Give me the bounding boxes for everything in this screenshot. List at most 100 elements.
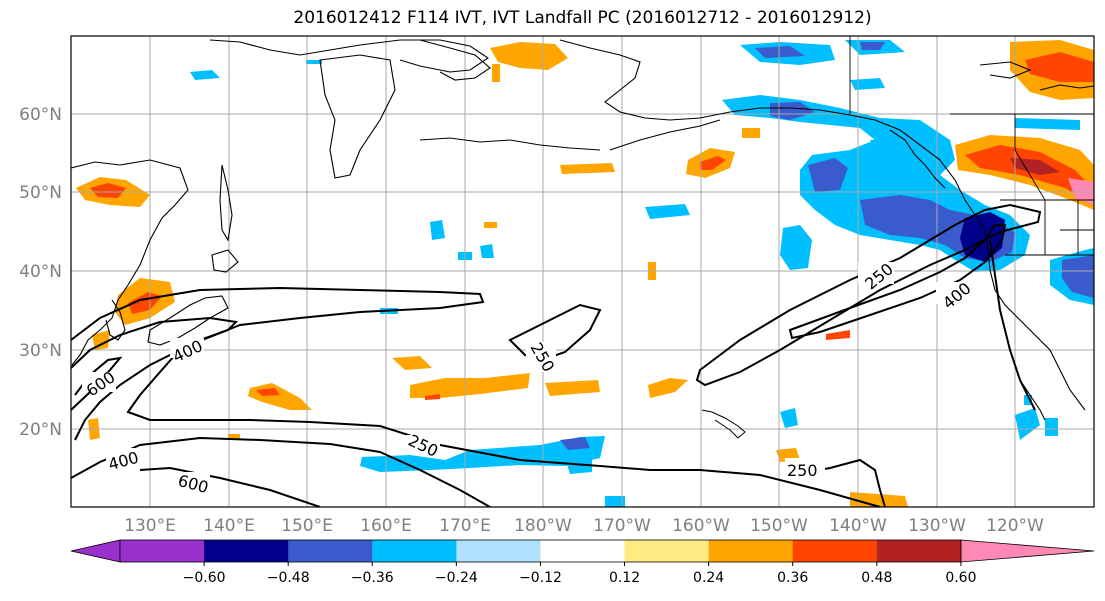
colorbar-extension-high [960,539,1095,563]
colorbar-bin [288,540,373,562]
negative-patch-baja-2 [1045,418,1058,436]
negative-patch-bering-small-2 [306,60,322,64]
islands [419,137,746,439]
longitude-label: 120°W [986,516,1044,536]
colorbar-tick-label: −0.24 [435,570,478,586]
positive-patch-central-3-core [425,394,440,400]
positive-patch-central-3 [410,373,530,398]
coast-alaska-peninsula [609,119,721,151]
longitude-label: 150°E [281,516,333,536]
positive-patch-yellow-sea [92,330,110,350]
coast-baja [1019,379,1046,421]
coast-asia-mainland [71,159,189,366]
colorbar-bin [624,540,710,562]
colorbar-bin [540,540,626,562]
positive-patch-small-1 [484,222,497,228]
positive-patch-central-6 [648,378,688,398]
contour-250-west [71,286,485,441]
coast-bc-islands [889,129,946,189]
longitude-label: 170°W [593,516,651,536]
longitude-label: 140°W [829,516,887,536]
colorbar-bin [456,540,541,562]
negative-patch-baja-3 [1024,395,1032,405]
positive-patch-alaska-west [490,42,568,70]
latitude-label: 60°N [19,105,62,125]
positive-patch-central-2 [392,356,432,370]
longitude-label: 160°W [672,516,730,536]
negative-patch-gulf-alaska-core [808,158,848,192]
negative-patch-pacific-1-core [560,437,590,450]
latitude-axis-labels: 20°N 30°N 40°N 50°N 60°N [19,105,62,440]
negative-patch-canada-north [1015,118,1080,130]
border-bc-alberta [1014,114,1046,201]
negative-patch-alaska-east [850,78,885,90]
negative-patch-baja [1015,408,1040,440]
colorbar-tick-label: 0.60 [945,570,976,586]
colorbar-tick-label: −0.48 [267,570,310,586]
colorbar-bin [120,540,205,562]
coast-hudson [979,61,1032,79]
colorbar-extension-low [70,539,121,563]
positive-patch-alaska-west-2 [492,64,500,82]
colorbar-tick-label: 0.12 [609,570,640,586]
negative-patch-hawaii [780,408,798,428]
contour-400-west [71,316,881,507]
coast-alaska-south [789,107,976,216]
island-hawaii [701,409,746,439]
longitude-axis-labels: 130°E 140°E 150°E 160°E 170°E 180°W 170°… [124,516,1044,536]
colorbar-tick-label: −0.12 [519,570,562,586]
colorbar-tick-label: 0.24 [693,570,724,586]
colorbar-tick-label: −0.60 [183,570,226,586]
coast-kamchatka [319,54,396,179]
positive-patch-small-5 [826,330,850,340]
colorbar-tick-label: −0.36 [351,570,394,586]
colorbar-tick-label: 0.48 [861,570,892,586]
colorbar: −0.60 −0.48 −0.36 −0.24 −0.12 0.12 0.24 0.36 0.4… [70,539,1095,586]
political-boundaries [849,36,1094,256]
negative-patch-pacific-3 [605,496,625,507]
longitude-label: 170°E [439,516,491,536]
negative-patch-gulf-alaska-3 [770,102,815,120]
colorbar-bin [708,540,794,562]
negative-patch-alaska-ne-core [860,42,885,50]
longitude-label: 160°E [360,516,412,536]
latitude-label: 40°N [19,262,62,282]
longitude-label: 130°E [124,516,176,536]
negative-patch-bering-small [190,70,220,80]
longitude-label: 130°W [908,516,966,536]
coast-canada-north [1039,84,1094,91]
positive-patch-central-1-core [256,388,280,396]
positive-patch-manchuria-core [90,183,126,198]
negative-patch-pacific-8 [480,244,494,258]
contour-250-baja [989,239,1036,411]
shaded-negative-anomalies [190,40,1094,507]
border-us-states [1005,200,1094,256]
colorbar-bin [876,540,962,562]
coast-chukotka [419,39,491,81]
contour-400-east [788,224,1007,340]
longitude-label: 180°W [514,516,572,536]
colorbar-bin [792,540,878,562]
positive-patch-gulf-east [742,128,760,138]
figure-title: 2016012412 F114 IVT, IVT Landfall PC (20… [293,8,872,28]
colorbar-bin [204,540,289,562]
negative-patch-bc-coast [870,138,905,162]
contour-600-south [139,466,321,507]
coast-japan-honshu [147,295,229,346]
coast-us-west [974,214,1086,411]
positive-patch-central-4 [545,380,600,396]
positive-patch-central-5 [560,163,615,174]
aleutian-chain [419,137,601,151]
colorbar-tick-label: 0.36 [777,570,808,586]
longitude-label: 150°W [750,516,808,536]
negative-patch-california-core [1062,255,1094,298]
negative-patch-alaska-north-core [755,46,805,58]
negative-patch-pacific-1 [360,436,605,472]
contour-label: 250 [787,461,818,480]
latitude-label: 50°N [19,183,62,203]
positive-patch-gulf-west-core [700,156,726,170]
negative-patch-pacific-5 [780,225,812,270]
negative-patch-pacific-4 [645,204,690,219]
coastlines [71,39,1094,421]
